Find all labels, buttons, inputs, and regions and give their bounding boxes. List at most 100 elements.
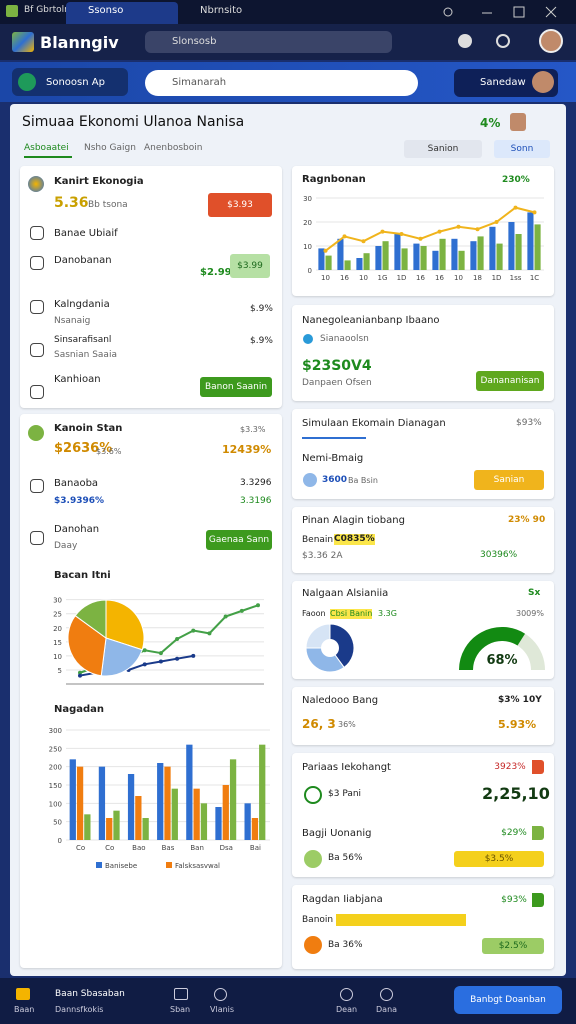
row-value: $.9% <box>250 336 273 346</box>
x-tick-label: 1D <box>492 274 502 282</box>
tab[interactable]: Ssonso <box>88 5 124 16</box>
row-label: Banae Ubiaif <box>54 228 118 239</box>
search-text[interactable]: Simanarah <box>172 77 227 88</box>
point <box>239 608 244 613</box>
bar <box>363 253 370 270</box>
tab[interactable]: Nbrnsito <box>200 5 243 16</box>
bar <box>164 766 171 840</box>
y-tick-label: 25 <box>53 611 62 619</box>
bar <box>106 818 113 840</box>
point <box>256 603 260 608</box>
bar <box>394 234 401 270</box>
bar <box>229 759 237 840</box>
nav-item[interactable]: Vlanis <box>210 1005 235 1014</box>
donut-chart <box>305 623 355 673</box>
legend-swatch <box>96 862 102 868</box>
y-tick-label: 0 <box>308 267 312 275</box>
action-button[interactable]: Sanion <box>404 140 482 158</box>
bar <box>135 796 142 840</box>
nav-item[interactable]: Dana <box>376 1005 398 1014</box>
row-value: 3.3296 <box>240 478 272 488</box>
x-tick-label: 10 <box>359 274 368 282</box>
icon[interactable] <box>458 34 472 48</box>
icon <box>304 850 322 868</box>
bar <box>451 238 458 270</box>
icon <box>30 531 44 545</box>
wedge <box>74 599 107 639</box>
y-tick-label: 150 <box>49 782 62 790</box>
point <box>399 232 404 236</box>
icon <box>30 300 44 314</box>
card-sub: Ba 36% <box>328 940 363 950</box>
app-name: Blanngiv <box>40 33 119 52</box>
point <box>142 648 147 653</box>
card-badge: 23% 90 <box>508 515 546 525</box>
point <box>175 637 180 641</box>
icon[interactable] <box>496 34 510 48</box>
nav-item[interactable]: Dean <box>336 1005 358 1014</box>
card-caption: Ba Bsin <box>348 476 378 485</box>
gauge-chart: 68% <box>459 627 545 671</box>
stats-card <box>20 414 282 968</box>
point <box>437 229 442 234</box>
nav-title[interactable]: Baan Sbasaban <box>55 989 125 999</box>
bar <box>382 241 389 270</box>
card-label: Nemi-Bmaig <box>302 453 364 464</box>
point <box>78 670 82 675</box>
row-button[interactable]: Gaenaa Sann <box>206 530 272 550</box>
row-button[interactable]: Banon Saanin <box>200 377 272 397</box>
tab[interactable]: Anenbosboin <box>144 143 203 153</box>
bar <box>470 241 477 270</box>
bar <box>215 807 222 840</box>
page-badge: 4% <box>480 116 501 130</box>
x-tick-label: 18 <box>473 274 482 282</box>
nav-item[interactable]: Baan <box>14 1005 35 1014</box>
point <box>418 236 423 241</box>
active-tab[interactable] <box>66 2 178 24</box>
bar <box>318 248 325 270</box>
search-box[interactable] <box>145 70 418 96</box>
card-badge: $93% <box>516 418 542 428</box>
avatar[interactable] <box>532 71 554 93</box>
account-button-label[interactable]: Sanedaw <box>480 77 526 88</box>
avatar[interactable] <box>539 29 563 53</box>
bar <box>200 803 208 840</box>
bar <box>222 785 229 840</box>
nav-button[interactable]: Banbgt Doanban <box>454 986 562 1014</box>
card-title: Kanoin Stan <box>54 423 123 434</box>
bar <box>127 774 135 840</box>
icon <box>28 425 44 441</box>
search-text[interactable]: Slonsosb <box>172 36 217 47</box>
action-button[interactable]: Sonn <box>494 140 550 158</box>
underline <box>302 437 366 439</box>
row-label: Sinsarafisanl <box>54 335 112 345</box>
card-button[interactable]: Sanian <box>474 470 544 490</box>
bar <box>244 803 251 840</box>
point <box>175 656 180 661</box>
card-button[interactable]: Danananisan <box>476 371 544 391</box>
row-change: 3.3196 <box>240 496 272 506</box>
icon <box>30 385 44 399</box>
tab[interactable]: Nsho Gaign <box>84 143 136 153</box>
x-tick-label: 10 <box>321 274 330 282</box>
card-value: $23S0V4 <box>302 358 372 374</box>
search-box[interactable] <box>145 31 392 53</box>
card-title: Pinan Alagin tiobang <box>302 515 405 526</box>
bar <box>432 250 439 270</box>
wedge <box>305 647 345 673</box>
nav-item[interactable]: Sban <box>170 1005 191 1014</box>
gauge-label: 68% <box>486 653 517 668</box>
window-controls[interactable] <box>440 4 570 20</box>
tab[interactable]: Asboaatei <box>24 143 69 153</box>
card-value: 26, 3 <box>302 717 336 731</box>
tag: $3.99 <box>230 254 270 278</box>
y-tick-label: 50 <box>53 819 62 827</box>
point <box>323 248 328 253</box>
app-button-label[interactable]: Sonoosn Ap <box>46 77 105 88</box>
y-tick-label: 10 <box>53 653 62 661</box>
x-tick-label: Co <box>76 844 85 852</box>
icon <box>340 988 353 1001</box>
x-tick-label: Ban <box>190 844 204 852</box>
tab[interactable]: Bf Gbrtoln <box>24 5 70 15</box>
